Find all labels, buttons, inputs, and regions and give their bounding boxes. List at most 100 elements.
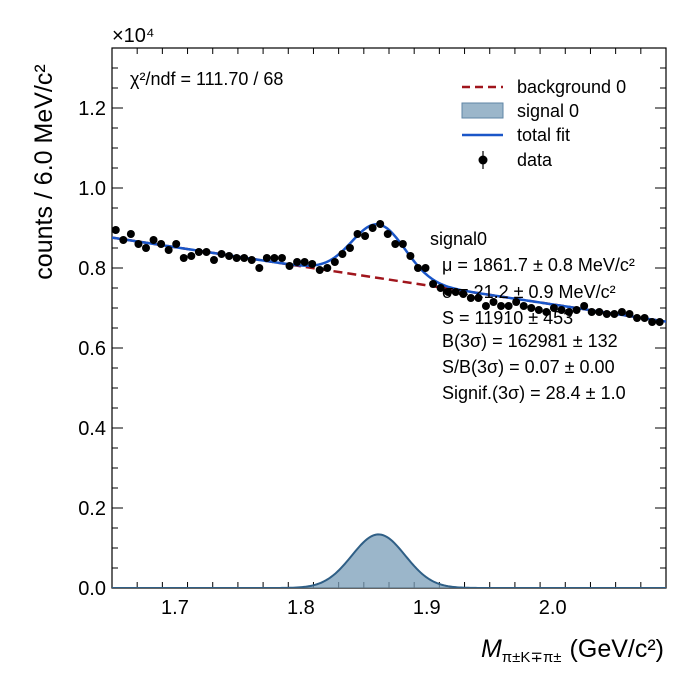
data-point <box>481 302 490 310</box>
data-marker <box>194 248 203 256</box>
data-marker <box>504 302 513 310</box>
data-point <box>112 226 120 234</box>
data-marker <box>225 252 234 260</box>
data-marker <box>202 248 211 256</box>
x-tick-label: 1.9 <box>413 597 441 619</box>
y-tick-label: 0.6 <box>78 338 106 360</box>
data-marker <box>527 304 536 312</box>
y-tick-label: 1.0 <box>78 178 106 200</box>
data-point <box>512 298 521 306</box>
y-tick-label: 0.2 <box>78 498 106 520</box>
data-marker <box>572 306 581 314</box>
data-marker <box>262 254 271 262</box>
data-point <box>164 246 173 254</box>
data-point <box>361 232 370 240</box>
data-marker <box>277 254 286 262</box>
data-marker <box>353 230 362 238</box>
data-point <box>308 260 317 268</box>
data-point <box>580 302 589 310</box>
axis-ticks <box>111 47 667 589</box>
data-point <box>300 258 309 266</box>
data-point <box>217 250 226 258</box>
data-marker <box>134 240 143 248</box>
data-point <box>187 252 196 260</box>
data-marker <box>247 256 256 264</box>
data-marker <box>308 260 317 268</box>
data-point <box>270 254 279 262</box>
data-marker <box>557 306 566 314</box>
data-point <box>119 236 128 244</box>
data-marker <box>459 290 468 298</box>
data-point <box>617 308 626 316</box>
x-axis-label-main: M <box>481 635 502 663</box>
data-point <box>277 254 286 262</box>
data-marker <box>519 302 528 310</box>
plot-frame <box>111 47 667 589</box>
data-marker <box>421 264 430 272</box>
data-marker <box>580 302 589 310</box>
data-marker <box>587 308 596 316</box>
data-marker <box>112 226 120 234</box>
data-point <box>504 302 513 310</box>
y-tick-label: 0.0 <box>78 578 106 600</box>
data-point <box>247 256 256 264</box>
data-marker <box>179 254 188 262</box>
data-marker <box>300 258 309 266</box>
data-marker <box>534 306 543 314</box>
data-point <box>368 224 377 232</box>
legend-label-signal: signal 0 <box>517 101 579 121</box>
data-point <box>126 230 135 238</box>
data-marker <box>255 264 264 272</box>
axis-tick-labels: 1.7 1.8 1.9 2.0 0.0 0.2 0.4 0.6 0.8 1.0 1.2 <box>78 98 566 619</box>
data-marker <box>157 240 166 248</box>
fit-info-title: signal0 <box>430 229 487 249</box>
data-marker <box>565 308 574 316</box>
x-tick-label: 2.0 <box>539 597 567 619</box>
legend-label-background: background 0 <box>517 77 626 97</box>
data-marker <box>141 244 150 252</box>
data-point <box>293 258 302 266</box>
data-marker <box>610 310 619 318</box>
data-marker <box>549 304 558 312</box>
data-point <box>451 288 460 296</box>
data-point <box>330 258 339 266</box>
data-marker <box>240 254 249 262</box>
data-point <box>625 310 634 318</box>
data-marker <box>164 246 173 254</box>
data-marker <box>232 254 241 262</box>
data-point <box>474 294 483 302</box>
fit-info-s-over-b: S/B(3σ) = 0.07 ± 0.00 <box>442 357 615 377</box>
data-point <box>209 256 218 264</box>
data-marker <box>466 294 475 302</box>
data-point <box>459 290 468 298</box>
data-point <box>633 314 642 322</box>
data-marker <box>474 294 483 302</box>
data-marker <box>633 314 642 322</box>
data-point <box>391 240 400 248</box>
legend-label-data: data <box>517 150 553 170</box>
data-point <box>149 236 158 244</box>
data-point <box>497 302 506 310</box>
signal-fill <box>112 534 666 588</box>
fit-info-background-yield: B(3σ) = 162981 ± 132 <box>442 331 618 351</box>
data-marker <box>119 236 128 244</box>
data-points <box>112 220 664 326</box>
data-point <box>285 262 294 270</box>
data-marker <box>187 252 196 260</box>
data-point <box>572 306 581 314</box>
chi2-annotation: χ²/ndf = 111.70 / 68 <box>130 69 283 89</box>
data-point <box>640 314 649 322</box>
data-marker <box>444 288 453 296</box>
data-marker <box>270 254 279 262</box>
data-point <box>610 310 619 318</box>
data-point <box>376 220 385 228</box>
x-axis-label: Mπ±K∓π± (GeV/c²) <box>481 635 664 666</box>
data-point <box>353 230 362 238</box>
data-point <box>172 240 181 248</box>
data-point <box>587 308 596 316</box>
data-point <box>527 304 536 312</box>
fit-info-sigma: σ = 21.2 ± 0.9 MeV/c² <box>442 282 616 302</box>
data-marker <box>406 252 415 260</box>
data-marker <box>602 310 611 318</box>
